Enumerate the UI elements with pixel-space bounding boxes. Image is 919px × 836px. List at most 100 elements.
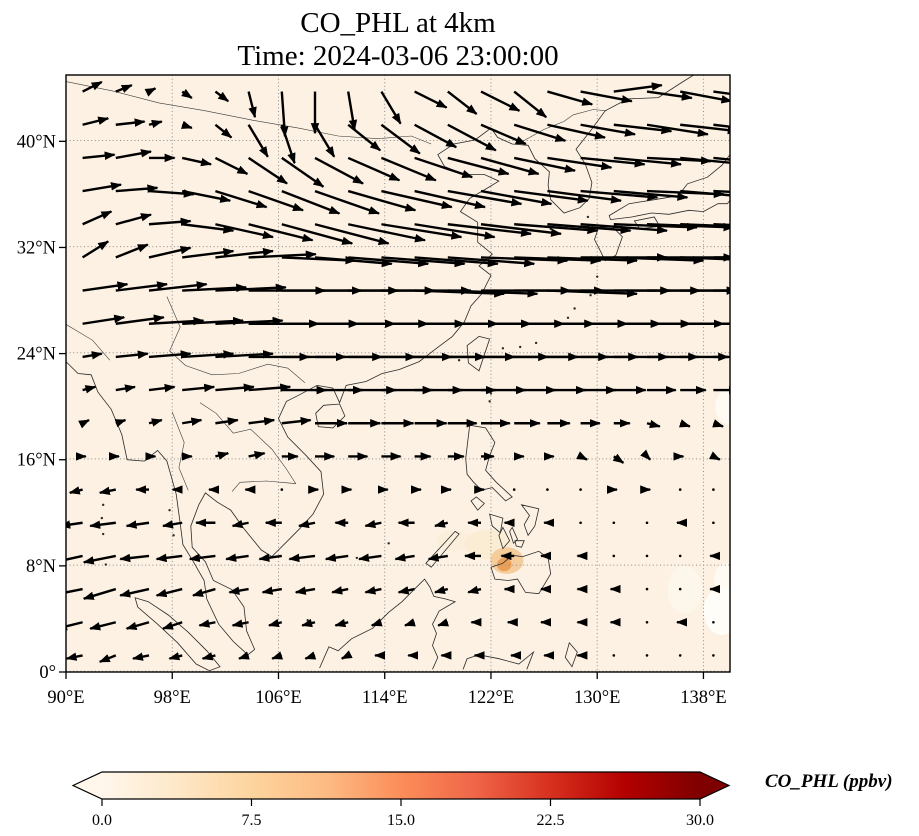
wind-arrow <box>547 156 613 171</box>
island-coastline-path <box>498 526 511 550</box>
country-border-path <box>66 81 432 145</box>
wind-arrow <box>148 245 192 259</box>
wind-arrow <box>231 619 249 628</box>
wind-arrow <box>437 618 450 627</box>
small-island-dot <box>518 345 522 349</box>
wind-arrow <box>447 123 497 152</box>
wind-calm-dot <box>678 654 682 657</box>
wind-arrow <box>414 189 486 210</box>
x-axis-tick-label: 114°E <box>362 688 408 708</box>
wind-arrow <box>238 651 250 660</box>
wind-arrow <box>547 289 638 298</box>
wind-calm-dot <box>712 488 715 491</box>
country-border-path <box>166 296 306 384</box>
wind-arrow <box>247 124 269 158</box>
country-border-path <box>66 324 111 361</box>
wind-arrow <box>713 90 730 96</box>
wind-arrow <box>280 124 296 165</box>
wind-arrow <box>281 416 312 426</box>
wind-arrow <box>188 553 216 563</box>
wind-arrow <box>66 621 83 631</box>
wind-calm-dot <box>645 521 649 525</box>
wind-calm-dot <box>612 654 616 657</box>
wind-arrow <box>381 189 453 210</box>
wind-arrow <box>155 587 183 598</box>
wind-arrow <box>215 417 239 426</box>
wind-arrow <box>182 383 216 393</box>
country-border-path <box>171 411 189 491</box>
wind-arrow <box>148 281 208 292</box>
wind-arrow <box>680 223 730 228</box>
wind-arrow <box>467 585 482 594</box>
wind-arrow <box>294 586 316 595</box>
wind-arrow <box>304 651 317 660</box>
wind-arrow <box>119 587 150 598</box>
wind-arrow <box>678 419 691 428</box>
wind-arrow <box>180 120 193 130</box>
wind-arrow <box>480 90 521 112</box>
wind-arrow <box>66 554 83 561</box>
wind-arrow <box>82 314 126 325</box>
wind-arrow <box>646 90 693 101</box>
wind-arrow <box>547 223 632 235</box>
island-coastline-path <box>470 496 485 511</box>
island-coastline-path <box>564 641 578 668</box>
wind-arrow <box>215 451 230 460</box>
wind-arrow <box>119 553 150 563</box>
wind-arrow <box>580 123 636 137</box>
wind-arrow <box>148 350 192 359</box>
wind-arrow <box>480 255 569 265</box>
small-island-dot <box>534 341 538 345</box>
wind-arrow <box>331 586 349 595</box>
wind-arrow <box>513 156 576 173</box>
wind-arrow <box>514 223 599 235</box>
wind-arrow <box>514 189 589 204</box>
wind-arrow <box>248 189 304 212</box>
wind-arrow <box>680 123 730 135</box>
wind-arrow <box>364 519 382 529</box>
small-island-dot <box>172 534 175 537</box>
wind-arrow <box>248 417 276 426</box>
wind-arrow <box>580 156 646 168</box>
wind-arrow <box>447 289 539 298</box>
wind-arrow <box>162 520 183 529</box>
wind-arrow <box>613 256 705 265</box>
wind-arrow <box>214 123 233 139</box>
wind-arrow <box>680 256 730 261</box>
wind-arrow <box>547 189 622 204</box>
wind-arrow <box>280 91 289 138</box>
wind-arrow <box>115 281 168 292</box>
wind-arrow <box>115 84 133 93</box>
wind-arrow <box>708 451 721 461</box>
small-island-dot <box>586 215 590 219</box>
wind-calm-dot <box>645 620 649 624</box>
small-island-dot <box>355 556 359 560</box>
wind-calm-dot <box>612 521 616 525</box>
co-concentration-patch <box>496 557 512 572</box>
wind-arrow <box>182 248 235 259</box>
wind-arrow <box>480 189 553 207</box>
island-coastline-path <box>509 526 518 545</box>
wind-arrow <box>580 90 633 104</box>
wind-calm-dot <box>678 488 682 491</box>
wind-arrow <box>148 189 195 198</box>
small-island-dot <box>457 359 461 362</box>
wind-arrow <box>82 554 117 565</box>
wind-arrow <box>125 621 150 630</box>
wind-arrow <box>115 350 149 359</box>
wind-calm-dot <box>712 521 715 525</box>
wind-arrow <box>314 256 393 268</box>
wind-arrow <box>613 123 673 135</box>
wind-arrow <box>547 90 594 106</box>
wind-arrow <box>115 314 165 325</box>
wind-arrow <box>89 621 117 631</box>
wind-arrow <box>713 156 730 161</box>
wind-arrow <box>380 90 402 125</box>
wind-arrow <box>248 451 266 460</box>
wind-calm-dot <box>579 521 582 525</box>
wind-arrow <box>358 553 382 562</box>
wind-arrow <box>182 223 235 234</box>
wind-arrow <box>261 586 282 595</box>
wind-arrow <box>314 156 364 185</box>
